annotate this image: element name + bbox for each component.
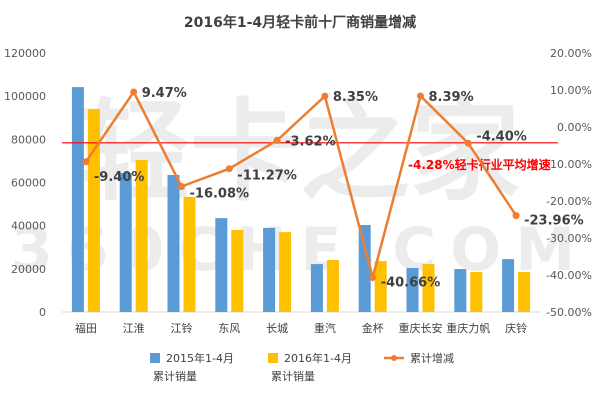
data-label: 9.47% bbox=[142, 86, 187, 101]
bar-2015 bbox=[310, 264, 323, 312]
category-label: 金杯 bbox=[362, 321, 384, 335]
right-tick-label: 10.00% bbox=[550, 84, 592, 97]
right-tick-label: -20.00% bbox=[546, 195, 592, 208]
legend-swatch bbox=[268, 353, 278, 363]
growth-point bbox=[130, 88, 138, 96]
data-label: -16.08% bbox=[190, 186, 250, 201]
left-tick-label: 100000 bbox=[4, 90, 46, 103]
left-tick-label: 40000 bbox=[11, 220, 46, 233]
right-tick-label: -40.00% bbox=[546, 269, 592, 282]
data-label: -23.96% bbox=[524, 214, 584, 229]
legend-label: 累计增减 bbox=[410, 351, 454, 365]
data-label: -9.40% bbox=[94, 170, 144, 185]
right-tick-label: -30.00% bbox=[546, 232, 592, 245]
data-label: 8.39% bbox=[429, 90, 474, 105]
data-label: -11.27% bbox=[237, 169, 297, 184]
left-tick-label: 0 bbox=[39, 306, 46, 319]
bar-2016 bbox=[87, 109, 100, 312]
left-tick-label: 60000 bbox=[11, 177, 46, 190]
bar-2016 bbox=[279, 232, 292, 312]
bar-2016 bbox=[422, 264, 435, 312]
growth-point bbox=[225, 165, 233, 173]
growth-point bbox=[464, 139, 472, 147]
category-label: 江铃 bbox=[171, 321, 193, 335]
category-label: 庆铃 bbox=[505, 321, 527, 335]
bar-2016 bbox=[135, 160, 148, 312]
legend-label: 2015年1-4月 bbox=[166, 351, 234, 365]
growth-point bbox=[273, 136, 281, 144]
data-label: -4.40% bbox=[476, 129, 527, 144]
legend-label: 累计销量 bbox=[271, 369, 315, 383]
legend-swatch bbox=[150, 353, 160, 363]
legend-label: 2016年1-4月 bbox=[284, 351, 352, 365]
bar-2015 bbox=[119, 173, 132, 312]
bar-2015 bbox=[358, 225, 371, 312]
data-label: -3.62% bbox=[285, 134, 336, 149]
growth-point bbox=[417, 92, 424, 100]
bar-2016 bbox=[374, 261, 387, 312]
bar-2016 bbox=[518, 272, 531, 312]
legend-item: 累计增减 bbox=[384, 351, 454, 365]
left-tick-label: 20000 bbox=[11, 263, 46, 276]
bar-2016 bbox=[326, 259, 339, 312]
svg-text:轻卡之家: 轻卡之家 bbox=[80, 88, 520, 216]
left-tick-label: 120000 bbox=[4, 47, 46, 60]
category-label: 江淮 bbox=[123, 322, 145, 335]
category-label: 重汽 bbox=[314, 321, 336, 335]
legend-label: 累计销量 bbox=[153, 369, 197, 383]
bar-2015 bbox=[406, 267, 419, 312]
growth-point bbox=[321, 92, 329, 100]
bar-2016 bbox=[183, 196, 196, 312]
bar-2015 bbox=[167, 174, 180, 312]
bar-2016 bbox=[470, 272, 483, 312]
bar-2015 bbox=[215, 218, 228, 312]
bar-2016 bbox=[231, 229, 244, 312]
bar-2015 bbox=[454, 269, 467, 312]
growth-point bbox=[369, 273, 377, 281]
data-label: -40.66% bbox=[381, 275, 441, 290]
category-label: 重庆力帆 bbox=[446, 321, 490, 335]
right-tick-label: -50.00% bbox=[546, 306, 592, 319]
watermark: 轻卡之家 360CHE.COM bbox=[11, 88, 575, 285]
category-label: 长城 bbox=[266, 322, 288, 335]
left-tick-label: 80000 bbox=[11, 133, 46, 146]
bar-2015 bbox=[502, 259, 515, 312]
growth-point bbox=[178, 182, 185, 190]
data-label: 8.35% bbox=[333, 90, 378, 105]
bar-2015 bbox=[263, 227, 276, 312]
bar-2015 bbox=[71, 87, 84, 312]
category-label: 东风 bbox=[218, 322, 240, 335]
category-label: 重庆长安 bbox=[399, 321, 443, 335]
growth-point bbox=[82, 158, 90, 166]
category-label: 福田 bbox=[75, 321, 97, 335]
legend-marker bbox=[391, 355, 397, 361]
right-tick-label: 20.00% bbox=[550, 47, 592, 60]
right-tick-label: 0.00% bbox=[557, 121, 592, 134]
growth-line bbox=[84, 89, 518, 283]
chart-title: 2016年1-4月轻卡前十厂商销量增减 bbox=[184, 14, 416, 31]
right-tick-label: -10.00% bbox=[546, 158, 592, 171]
reference-line-label: -4.28%轻卡行业平均增速 bbox=[408, 157, 551, 172]
growth-point bbox=[512, 212, 520, 220]
